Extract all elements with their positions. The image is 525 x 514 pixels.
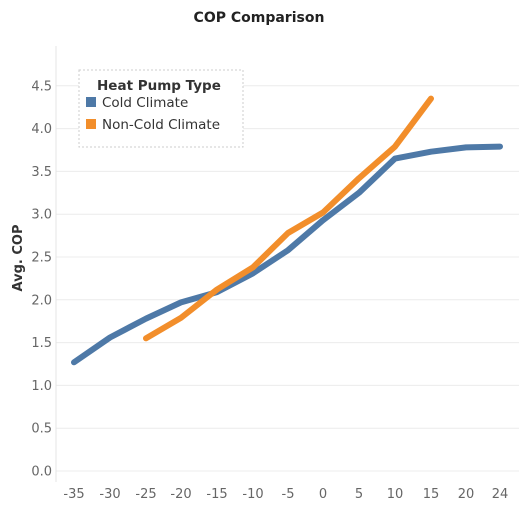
y-tick-label: 1.0 [31,379,52,394]
gridlines [55,46,519,482]
legend: Heat Pump Type Cold Climate Non-Cold Clim… [78,69,244,148]
x-tick-label: 10 [387,487,404,502]
x-axis-ticks: -35 -30 -25 -20 -15 -10 -5 0 5 10 15 20 24 [63,487,508,502]
x-tick-label: -25 [135,487,156,502]
x-tick-label: 20 [458,487,475,502]
y-tick-label: 3.0 [31,208,52,223]
x-tick-label: 0 [319,487,327,502]
y-tick-label: 4.0 [31,122,52,137]
legend-label: Non-Cold Climate [102,117,220,133]
x-tick-label: 15 [423,487,440,502]
y-tick-label: 4.5 [31,79,52,94]
x-tick-label: -35 [63,487,84,502]
series-line-cold-climate [71,143,503,366]
y-axis-ticks: 0.0 0.5 1.0 1.5 2.0 2.5 3.0 3.5 4.0 4.5 [31,79,52,479]
legend-swatch [86,119,96,129]
legend-label: Cold Climate [102,95,188,111]
x-tick-label: -20 [170,487,191,502]
y-axis-label: Avg. COP [11,225,26,292]
x-tick-label: 24 [492,487,509,502]
legend-box [78,69,244,148]
x-tick-label: -10 [242,487,263,502]
x-tick-label: -15 [206,487,227,502]
x-tick-label: 5 [355,487,363,502]
y-tick-label: 3.5 [31,165,52,180]
y-tick-label: 2.5 [31,251,52,266]
y-tick-label: 0.5 [31,422,52,437]
series-lines [71,95,503,366]
x-tick-label: -5 [282,487,295,502]
legend-title: Heat Pump Type [97,78,221,94]
x-tick-label: -30 [99,487,120,502]
chart-title: COP Comparison [194,10,325,26]
y-tick-label: 1.5 [31,336,52,351]
y-tick-label: 2.0 [31,293,52,308]
y-tick-label: 0.0 [31,465,52,480]
legend-swatch [86,97,96,107]
